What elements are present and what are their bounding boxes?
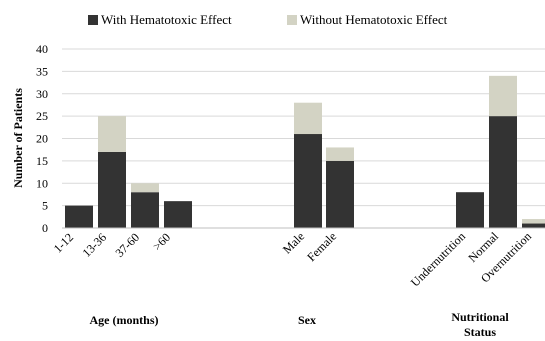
bar-with-effect — [456, 192, 484, 228]
y-tick-label: 40 — [36, 42, 48, 56]
bar-with-effect — [65, 205, 93, 228]
bar-without-effect — [98, 116, 126, 152]
bar-without-effect — [522, 219, 545, 224]
bar-with-effect — [489, 116, 517, 228]
x-tick-label: Male — [280, 229, 307, 256]
y-tick-label: 30 — [36, 87, 48, 101]
bar-without-effect — [489, 75, 517, 117]
bar-with-effect — [326, 160, 354, 228]
bar-with-effect — [294, 134, 322, 228]
x-tick-label: 1-12 — [51, 230, 76, 255]
bar-with-effect — [164, 201, 192, 228]
y-tick-label: 20 — [36, 132, 48, 146]
y-tick-label: 5 — [42, 199, 48, 213]
y-axis-label: Number of Patients — [11, 88, 25, 188]
y-tick-label: 35 — [36, 64, 48, 78]
legend-label: With Hematotoxic Effect — [101, 12, 232, 27]
bars — [65, 75, 545, 228]
x-tick-label: 13-36 — [79, 230, 109, 260]
legend-swatch — [287, 15, 297, 25]
x-tick-label: >60 — [150, 230, 173, 253]
bar-with-effect — [98, 151, 126, 228]
bar-with-effect — [131, 192, 159, 228]
x-tick-label: 37-60 — [112, 230, 142, 260]
legend-swatch — [88, 15, 98, 25]
group-title-line: Nutritional — [451, 310, 509, 324]
bar-without-effect — [294, 102, 322, 135]
legend-label: Without Hematotoxic Effect — [300, 12, 448, 27]
bar-with-effect — [522, 223, 545, 228]
x-tick-label: Undernutrition — [408, 229, 468, 289]
y-tick-label: 15 — [36, 154, 48, 168]
bar-without-effect — [131, 183, 159, 193]
group-title: Sex — [298, 313, 316, 327]
legend: With Hematotoxic Effect Without Hematotox… — [88, 12, 448, 27]
y-tick-label: 0 — [42, 221, 48, 235]
y-tick-label: 10 — [36, 176, 48, 190]
group-title: Age (months) — [90, 313, 159, 327]
x-tick-label: Female — [304, 229, 339, 264]
y-tick-label: 25 — [36, 109, 48, 123]
y-axis-ticks: 0 5 10 15 20 25 30 35 40 — [36, 42, 48, 235]
group-title-line: Status — [464, 325, 496, 339]
bar-without-effect — [326, 147, 354, 161]
